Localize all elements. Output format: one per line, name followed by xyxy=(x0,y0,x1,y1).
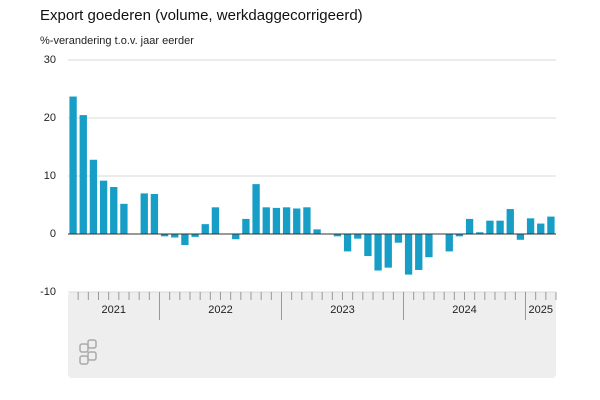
bar xyxy=(343,234,352,252)
bar xyxy=(313,229,321,234)
y-tick-label: 10 xyxy=(44,170,56,182)
bar xyxy=(465,218,474,234)
bar xyxy=(333,234,342,237)
bar xyxy=(211,207,220,234)
bar xyxy=(425,234,433,258)
bar xyxy=(181,234,189,246)
bar xyxy=(374,234,382,271)
bar xyxy=(354,234,362,239)
bar xyxy=(110,187,118,234)
bar xyxy=(455,234,464,237)
bar xyxy=(79,115,87,234)
year-label: 2021 xyxy=(102,304,126,316)
bar xyxy=(303,207,311,234)
bar xyxy=(150,193,159,234)
bar xyxy=(262,207,270,234)
bar xyxy=(242,218,250,234)
bar xyxy=(191,234,199,237)
bar xyxy=(120,203,128,234)
bar xyxy=(404,234,413,275)
bar xyxy=(445,234,453,252)
bar xyxy=(394,234,403,243)
bar xyxy=(526,218,535,234)
chart-title: Export goederen (volume, werkdaggecorrig… xyxy=(40,7,363,24)
y-tick-label: 20 xyxy=(44,112,56,124)
year-label: 2024 xyxy=(452,304,476,316)
axis-panel xyxy=(68,292,556,378)
bar xyxy=(252,184,260,234)
bar xyxy=(272,207,281,234)
year-label: 2025 xyxy=(529,304,553,316)
bar xyxy=(171,234,179,238)
bar xyxy=(415,234,423,270)
bar xyxy=(537,223,545,234)
bar xyxy=(506,209,514,234)
y-tick-label: -10 xyxy=(40,286,56,298)
bar xyxy=(486,220,494,234)
bar xyxy=(201,224,209,234)
y-tick-label: 0 xyxy=(50,228,56,240)
bar xyxy=(364,234,372,257)
bar xyxy=(89,159,98,234)
bar xyxy=(160,234,169,237)
bar xyxy=(293,208,301,234)
bar xyxy=(496,220,504,234)
logo xyxy=(79,339,97,365)
subtitle: %-verandering t.o.v. jaar eerder xyxy=(40,35,194,47)
y-tick-label: 30 xyxy=(44,54,56,66)
bar xyxy=(282,207,291,234)
year-label: 2022 xyxy=(208,304,232,316)
bar xyxy=(69,96,77,234)
bar xyxy=(476,232,484,234)
bar xyxy=(547,216,555,234)
bar xyxy=(232,234,240,240)
bar xyxy=(384,234,392,268)
bar xyxy=(516,234,525,240)
bar xyxy=(99,180,108,234)
year-label: 2023 xyxy=(330,304,354,316)
bar xyxy=(140,193,148,234)
